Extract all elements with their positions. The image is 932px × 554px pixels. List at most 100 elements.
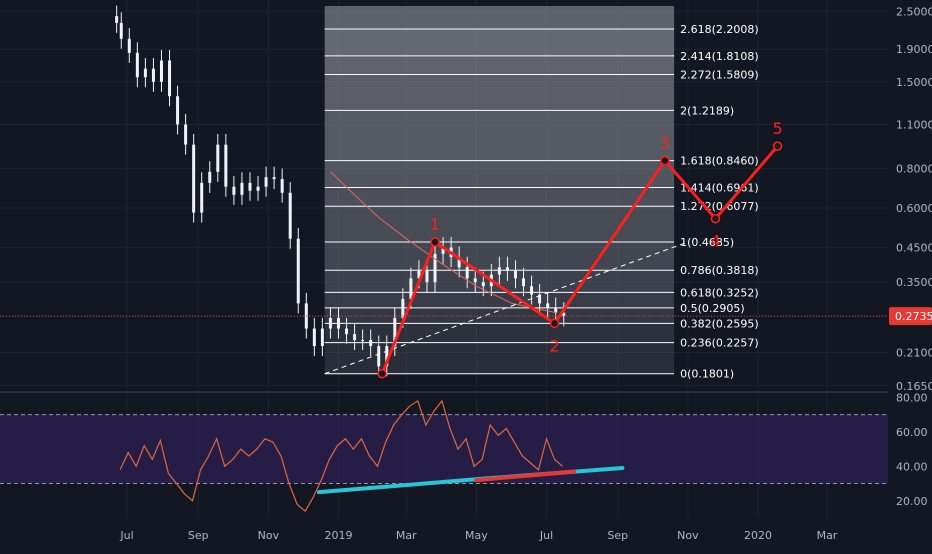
candle-body[interactable] (522, 278, 526, 287)
candle-body[interactable] (353, 334, 357, 341)
price-tick-label: 1.5000 (896, 76, 932, 89)
candle-body[interactable] (216, 144, 220, 172)
fib-zone (324, 307, 675, 324)
candle-body[interactable] (159, 60, 163, 82)
price-panel[interactable] (0, 5, 888, 377)
candle-body[interactable] (425, 270, 429, 283)
candle-body[interactable] (417, 270, 421, 279)
candle-body[interactable] (369, 340, 373, 347)
time-tick-label: Jul (539, 529, 553, 542)
candle-body[interactable] (328, 317, 332, 329)
fib-zone (324, 323, 675, 343)
price-tick-label: 0.3500 (896, 276, 932, 289)
candle-body[interactable] (320, 328, 324, 347)
fib-zone (324, 110, 675, 161)
candle-body[interactable] (224, 144, 228, 187)
candle-body[interactable] (473, 278, 477, 283)
wave-point[interactable] (549, 318, 560, 329)
candle-body[interactable] (433, 253, 437, 283)
candle-body[interactable] (256, 186, 260, 191)
candle-body[interactable] (119, 22, 123, 39)
price-tick-label: 0.8000 (896, 162, 932, 175)
wave-label: 1 (430, 215, 440, 234)
candle-body[interactable] (184, 124, 188, 145)
candle-body[interactable] (345, 328, 349, 335)
candle-body[interactable] (232, 186, 236, 195)
candle-body[interactable] (200, 182, 204, 213)
time-tick-label: Sep (188, 529, 209, 542)
candle-body[interactable] (272, 177, 276, 180)
candle-body[interactable] (497, 267, 501, 275)
candle-body[interactable] (562, 312, 566, 317)
fib-zone (324, 206, 675, 243)
candle-body[interactable] (168, 60, 172, 97)
last-price-tag[interactable] (889, 307, 932, 326)
candle-body[interactable] (248, 182, 252, 191)
price-tick-label: 0.6000 (896, 202, 932, 215)
candle-body[interactable] (127, 38, 131, 53)
candle-body[interactable] (401, 298, 405, 318)
candle-body[interactable] (505, 267, 509, 271)
oscillator-tick-label: 40.00 (896, 460, 928, 473)
divergence-line[interactable] (474, 469, 577, 483)
candle-body[interactable] (457, 257, 461, 268)
wave-point[interactable] (377, 368, 387, 379)
candle-body[interactable] (336, 317, 340, 329)
moving-average-line[interactable] (330, 171, 557, 314)
candle-body[interactable] (361, 340, 365, 342)
candle-body[interactable] (385, 346, 389, 367)
candle-body[interactable] (176, 96, 180, 125)
candle-body[interactable] (264, 177, 268, 187)
candle-body[interactable] (530, 286, 534, 295)
wave-point[interactable] (430, 237, 440, 247)
candle-body[interactable] (441, 247, 445, 254)
fib-level-label: 1.618(0.8460) (680, 155, 759, 168)
elliott-wave-count[interactable]: 1 2 3 4 5 (377, 119, 783, 379)
candle-body[interactable] (208, 171, 212, 183)
candle-body[interactable] (135, 52, 139, 78)
fib-level-label: 0(0.1801) (680, 368, 734, 381)
oscillator-tick-label: 60.00 (896, 426, 928, 439)
fib-zone (324, 187, 675, 207)
wave-point[interactable] (710, 213, 721, 224)
price-axis-background (888, 0, 932, 550)
time-axis-background (0, 520, 932, 550)
candle-body[interactable] (312, 328, 316, 347)
candle-body[interactable] (151, 68, 155, 82)
candle-body[interactable] (192, 144, 196, 213)
oscillator-tick-label: 80.00 (896, 391, 928, 404)
wave-point[interactable] (772, 141, 783, 151)
time-tick-label: Nov (677, 529, 699, 542)
candle-body[interactable] (409, 278, 413, 299)
wave-path[interactable] (380, 145, 779, 375)
wave-point[interactable] (660, 155, 670, 166)
candle-body[interactable] (465, 267, 469, 279)
fib-level-label: 2.414(1.8108) (680, 50, 759, 63)
candle-body[interactable] (280, 179, 284, 193)
fib-zone (324, 292, 675, 308)
time-tick-label: 2019 (324, 529, 352, 542)
candle-body[interactable] (538, 294, 542, 304)
trendline[interactable] (324, 241, 689, 375)
candle-body[interactable] (513, 270, 517, 279)
candle-body[interactable] (296, 238, 300, 304)
time-tick-label: Nov (258, 529, 280, 542)
candle-body[interactable] (393, 317, 397, 347)
candle-body[interactable] (288, 192, 292, 239)
price-tick-label: 1.9000 (896, 43, 932, 56)
candle-body[interactable] (377, 346, 381, 367)
candle-body[interactable] (554, 308, 558, 313)
candle-body[interactable] (143, 68, 147, 78)
time-tick-label: Jul (119, 529, 133, 542)
candle-body[interactable] (546, 303, 550, 309)
fibonacci-extension[interactable]: 0(0.1801) 0.236(0.2257) 0.382(0.2595) 0.5(0… (324, 6, 759, 381)
candle-body[interactable] (240, 182, 244, 195)
oscillator-line[interactable] (119, 399, 563, 513)
candle-body[interactable] (115, 16, 119, 23)
time-tick-label: Mar (396, 529, 417, 542)
fib-level-label: 0.618(0.3252) (680, 286, 759, 299)
candle-body[interactable] (481, 282, 485, 287)
oscillator-panel[interactable] (0, 399, 888, 513)
